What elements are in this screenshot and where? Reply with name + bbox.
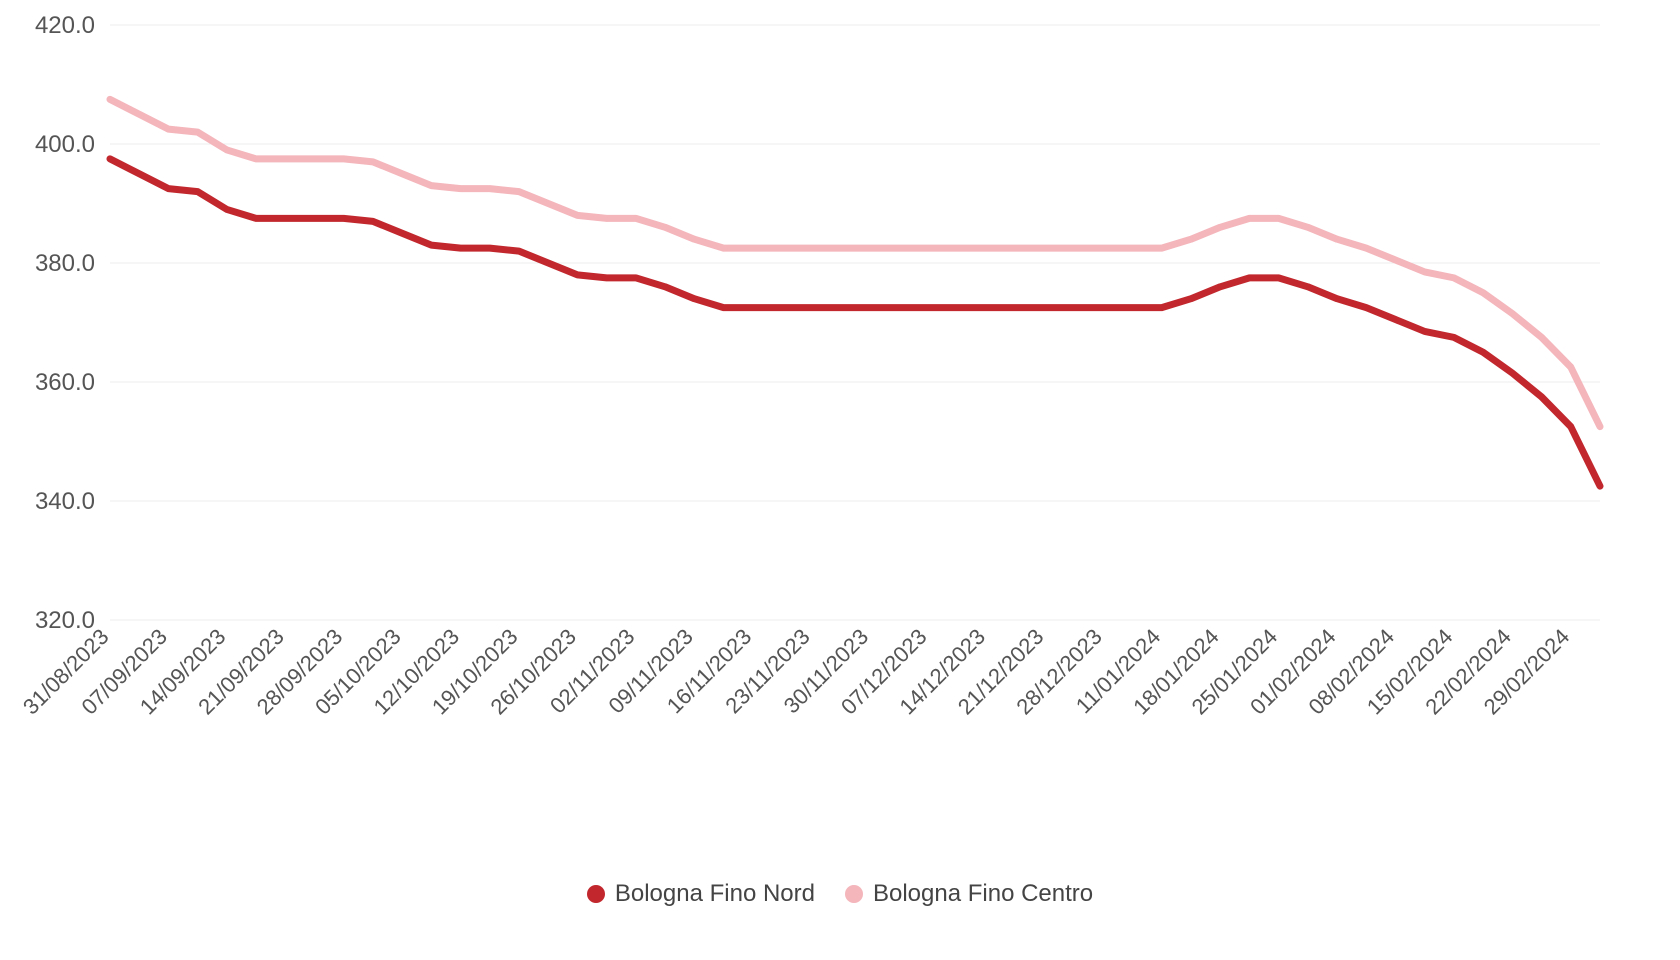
y-tick-label: 400.0 (35, 131, 95, 158)
legend-label-centro: Bologna Fino Centro (873, 880, 1093, 908)
legend-dot-centro (845, 885, 863, 903)
legend-item-centro: Bologna Fino Centro (845, 880, 1093, 908)
legend-label-nord: Bologna Fino Nord (615, 880, 815, 908)
legend-item-nord: Bologna Fino Nord (587, 880, 815, 908)
y-tick-label: 340.0 (35, 488, 95, 515)
legend-dot-nord (587, 885, 605, 903)
chart-svg: 320.0340.0360.0380.0400.0420.031/08/2023… (0, 0, 1680, 960)
legend: Bologna Fino Nord Bologna Fino Centro (0, 880, 1680, 908)
y-tick-label: 380.0 (35, 250, 95, 277)
y-tick-label: 320.0 (35, 607, 95, 634)
y-tick-label: 360.0 (35, 369, 95, 396)
y-tick-label: 420.0 (35, 12, 95, 39)
line-chart: 320.0340.0360.0380.0400.0420.031/08/2023… (0, 0, 1680, 960)
